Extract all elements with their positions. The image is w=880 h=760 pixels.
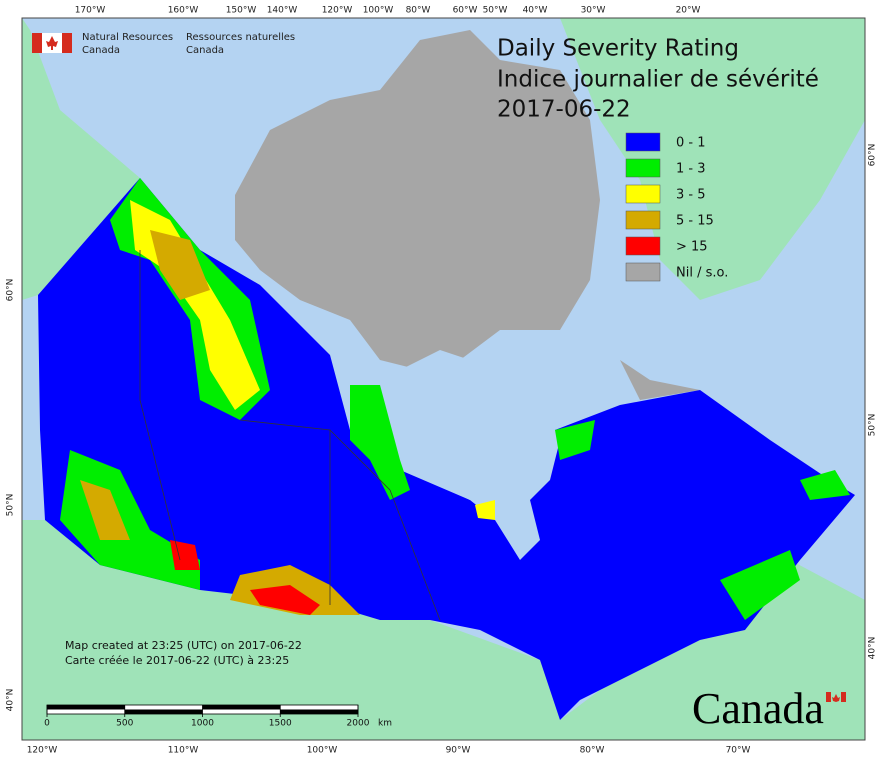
legend-swatch bbox=[625, 262, 661, 282]
hudson-bay bbox=[385, 350, 560, 560]
united-states bbox=[22, 520, 865, 740]
graticule-label: 100°W bbox=[307, 746, 338, 756]
patch-ontario bbox=[475, 500, 495, 520]
graticule-label: 140°W bbox=[267, 6, 298, 16]
patch-bc-red bbox=[170, 540, 200, 570]
graticule-label: 160°W bbox=[168, 6, 199, 16]
flag bbox=[32, 33, 72, 53]
graticule-label: 60°W bbox=[453, 6, 478, 16]
labrador-coast bbox=[620, 360, 700, 400]
scale-label: 0 bbox=[44, 719, 50, 729]
legend-label: > 15 bbox=[676, 240, 708, 255]
scale-segment bbox=[47, 705, 125, 710]
graticule-label: 40°N bbox=[6, 689, 16, 712]
agency-fr: Ressources naturelles bbox=[186, 32, 295, 43]
graticule-label: 50°N bbox=[6, 494, 16, 517]
scale-label: 2000 bbox=[347, 719, 370, 729]
scale-label: 1000 bbox=[191, 719, 214, 729]
map-title: Daily Severity Rating bbox=[497, 36, 739, 62]
map-frame bbox=[21, 17, 866, 741]
map-date: 2017-06-22 bbox=[497, 97, 631, 123]
graticule-label: 120°W bbox=[27, 746, 58, 756]
graticule-label: 50°N bbox=[868, 414, 878, 437]
legend-swatch bbox=[625, 210, 661, 230]
scale-segment bbox=[202, 705, 281, 710]
legend-label: 5 - 15 bbox=[676, 214, 714, 229]
agency-en: Natural Resources bbox=[82, 32, 173, 43]
generated: 0 - 1 1 - 3 3 - 5 5 - 15 > 15 Nil / s.o. 170°W… bbox=[6, 6, 878, 756]
scale-label: 500 bbox=[116, 719, 133, 729]
graticule-label: 90°W bbox=[446, 746, 471, 756]
legend-swatch bbox=[625, 236, 661, 256]
credit: Carte créée le 2017-06-22 (UTC) à 23:25 bbox=[65, 654, 289, 667]
scale-segment bbox=[124, 709, 203, 714]
wordmark: Canada bbox=[692, 684, 824, 733]
patch-maritimes bbox=[720, 550, 800, 620]
graticule-label: 150°W bbox=[226, 6, 257, 16]
legend-label: 3 - 5 bbox=[676, 188, 706, 203]
graticule-label: 20°W bbox=[676, 6, 701, 16]
legend-swatch bbox=[625, 184, 661, 204]
graticule-label: 80°W bbox=[580, 746, 605, 756]
agency-fr: Canada bbox=[186, 45, 224, 56]
scale-unit: km bbox=[378, 719, 392, 729]
graticule-label: 100°W bbox=[363, 6, 394, 16]
arctic-archipelago bbox=[235, 30, 600, 370]
map-subtitle: Indice journalier de sévérité bbox=[497, 67, 819, 93]
patch-yukon-orange bbox=[150, 230, 210, 300]
graticule-label: 50°W bbox=[483, 6, 508, 16]
graticule-label: 40°W bbox=[523, 6, 548, 16]
legend-label: 0 - 1 bbox=[676, 136, 706, 151]
legend-label: Nil / s.o. bbox=[676, 266, 728, 281]
graticule-label: 110°W bbox=[168, 746, 199, 756]
graticule-label: 40°N bbox=[868, 637, 878, 660]
scale-segment bbox=[280, 709, 358, 714]
legend-swatch bbox=[625, 132, 661, 152]
legend-label: 1 - 3 bbox=[676, 162, 706, 177]
patch-prairies-red bbox=[250, 585, 320, 615]
graticule-label: 60°N bbox=[868, 144, 878, 167]
boundaries bbox=[139, 250, 441, 621]
patch-quebec bbox=[555, 420, 595, 460]
graticule-label: 70°W bbox=[726, 746, 751, 756]
alaska bbox=[22, 18, 140, 300]
scale-label: 1500 bbox=[269, 719, 292, 729]
credit: Map created at 23:25 (UTC) on 2017-06-22 bbox=[65, 639, 302, 652]
graticule-label: 60°N bbox=[6, 279, 16, 302]
legend-swatch bbox=[625, 158, 661, 178]
greenland bbox=[560, 18, 865, 300]
graticule-label: 30°W bbox=[581, 6, 606, 16]
graticule-label: 120°W bbox=[322, 6, 353, 16]
agency-en: Canada bbox=[82, 45, 120, 56]
wordmark-flag bbox=[826, 692, 846, 702]
graticule-label: 80°W bbox=[406, 6, 431, 16]
patch-newfoundland bbox=[800, 470, 850, 500]
patch-bc-orange bbox=[80, 480, 130, 540]
patch-hudson bbox=[350, 385, 410, 500]
graticule-label: 170°W bbox=[75, 6, 106, 16]
